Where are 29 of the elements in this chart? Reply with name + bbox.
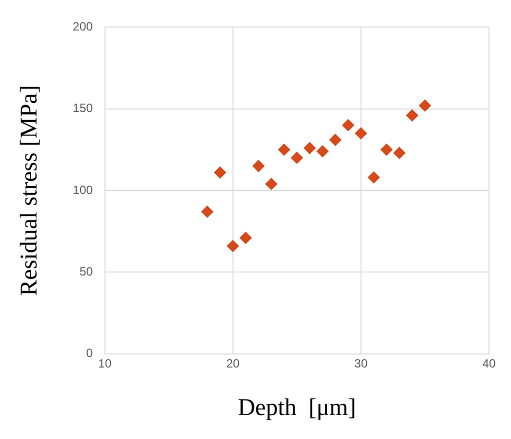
y-tick-label: 150	[72, 101, 94, 116]
point	[290, 152, 303, 164]
point	[265, 178, 278, 190]
point	[278, 144, 290, 156]
point	[201, 206, 214, 218]
y-tick-label: 100	[72, 182, 94, 197]
point	[240, 232, 252, 244]
y-tick-label: 0	[86, 346, 94, 360]
point	[252, 160, 264, 172]
y-axis-title: Residual stress [MPa]	[16, 85, 43, 296]
point	[393, 146, 406, 159]
point	[226, 240, 239, 252]
x-tick-label: 10	[98, 356, 112, 370]
point	[354, 127, 367, 140]
point	[380, 144, 393, 156]
y-tick-label: 50	[79, 264, 94, 278]
point	[342, 119, 354, 132]
y-tick-label: 200	[72, 20, 94, 34]
x-tick-label: 30	[354, 356, 368, 370]
x-axis-title: Depth [μm]	[238, 394, 356, 421]
point	[406, 109, 418, 122]
point	[368, 171, 380, 184]
point	[214, 166, 226, 179]
point	[316, 145, 329, 158]
x-tick-label: 40	[482, 356, 496, 370]
point	[304, 142, 316, 154]
point	[329, 134, 342, 146]
x-tick-label: 20	[226, 356, 240, 370]
point	[418, 100, 431, 112]
